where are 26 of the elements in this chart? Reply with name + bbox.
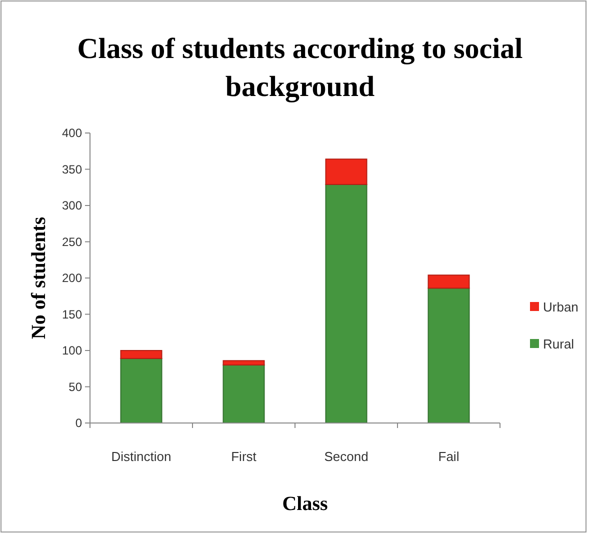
bar [222,360,265,366]
y-tick-label: 300 [62,198,82,213]
bar [222,364,265,424]
x-tick-label: Distinction [111,449,172,464]
x-tick-label: First [231,449,257,464]
y-tick-label: 50 [68,380,82,394]
y-axis-title: No of students [28,216,50,340]
y-tick-label: 150 [62,307,82,322]
bar [428,274,470,289]
y-tick-label: 350 [62,162,82,176]
x-axis-title: Class [282,493,328,515]
legend-label: Rural [543,336,574,352]
bar [120,358,162,424]
chart-title: Class of students according to social background [77,33,523,103]
bar [428,288,470,424]
legend-label: Urban [543,300,578,315]
y-tick-label: 0 [75,416,82,430]
bar [325,158,368,185]
y-tick-label: 400 [62,126,82,140]
y-tick-label: 100 [62,344,82,358]
bar [120,350,162,359]
x-tick-label: Fail [438,449,460,464]
y-tick-label: 200 [62,271,82,286]
bar [325,184,368,424]
x-tick-label: Second [324,449,368,464]
y-tick-label: 250 [62,234,82,249]
